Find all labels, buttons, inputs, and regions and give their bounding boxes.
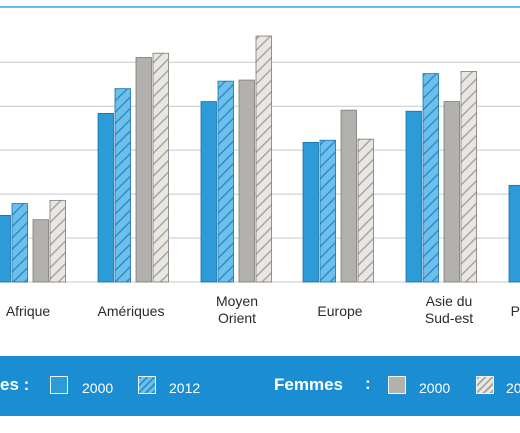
bar-hommes-2012 [217,80,234,283]
bar-femmes-2000 [32,219,49,283]
bottom-strip [0,416,520,433]
category-label: Asie du Sud-est [425,293,473,326]
bar-femmes-2012 [357,138,374,283]
legend-label-femmes-2000: 2000 [419,380,451,396]
bar-femmes-2012 [460,71,477,283]
category-label: Europe [317,303,362,319]
legend-label-femmes-2012: 20 [506,380,520,396]
legend-group-hommes-label: es : [0,375,30,394]
bar-femmes-2012 [152,52,169,283]
bar-chart: Afrique Amériques Moyen Orient Europe Asie du… [0,6,520,326]
bar-hommes-2012 [319,139,336,283]
bar-femmes-2000 [443,101,460,283]
bars [0,35,520,283]
bar-hommes-2000 [405,110,422,283]
bar-hommes-2000 [508,184,520,283]
category-label: Moyen Orient [216,293,258,326]
bar-hommes-2012 [11,203,28,283]
legend-colon: : [365,374,371,393]
bar-femmes-2012 [255,35,272,283]
category-label: Amériques [98,303,165,319]
legend: es : 2000 2012 Femmes : 2000 20 [0,356,520,416]
legend-swatch-hommes-2000 [50,376,68,394]
bar-hommes-2012 [114,88,131,283]
legend-label-hommes-2012: 2012 [169,380,201,396]
legend-label-hommes-2000: 2000 [82,380,114,396]
bar-hommes-2000 [0,215,11,283]
bar-hommes-2000 [200,101,217,283]
legend-swatch-femmes-2000 [388,376,406,394]
bar-femmes-2012 [49,199,66,283]
bar-femmes-2000 [135,57,152,283]
category-label: P [511,303,520,319]
category-labels: Afrique Amériques Moyen Orient Europe Asie du… [6,293,520,326]
bar-femmes-2000 [238,79,255,283]
legend-group-femmes-label: Femmes [274,375,343,394]
legend-swatch-hommes-2012 [138,376,156,394]
bar-hommes-2000 [302,141,319,283]
bar-femmes-2000 [340,109,357,283]
bar-hommes-2012 [422,73,439,283]
bar-hommes-2000 [97,112,114,283]
category-label: Afrique [6,303,51,319]
legend-swatch-femmes-2012 [476,376,494,394]
